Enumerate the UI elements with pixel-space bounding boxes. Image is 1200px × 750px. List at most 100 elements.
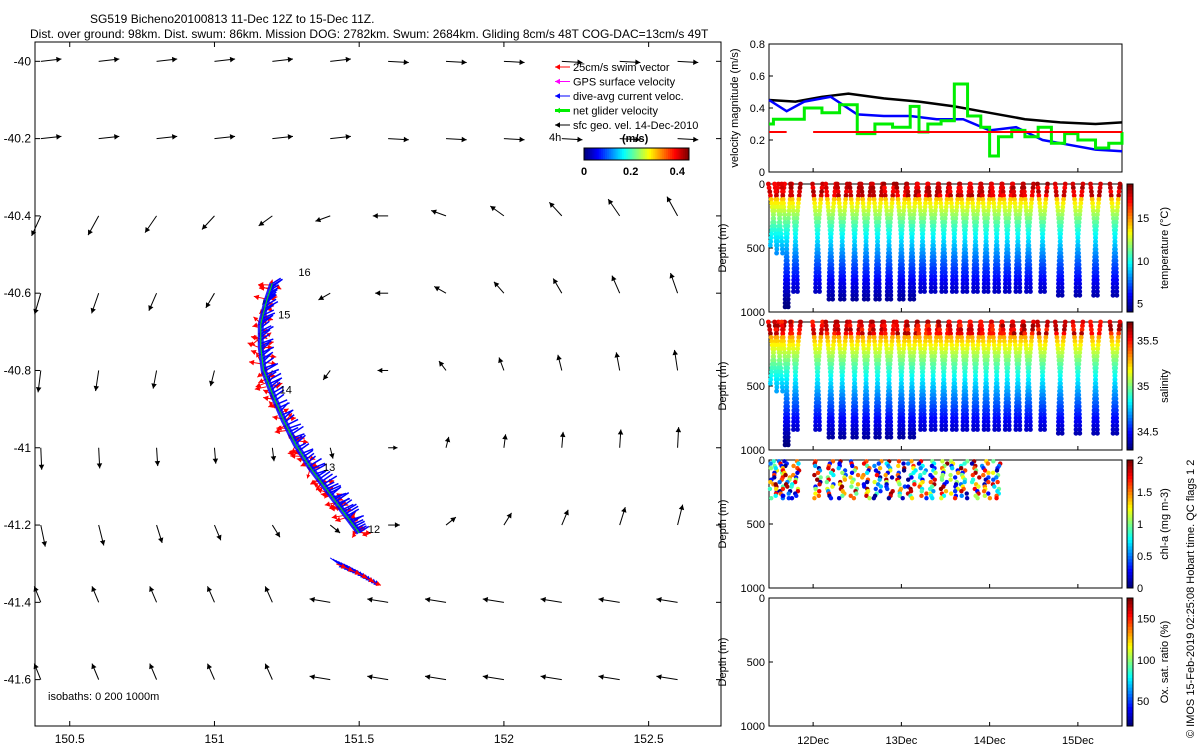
salinity-data-point [941,377,947,382]
salinity-data-point [1003,354,1009,359]
salinity-data-point [936,319,942,325]
salinity-colorbar-swatch [1127,443,1133,448]
temperature-data-point [904,185,910,191]
salinity-data-point [789,331,795,336]
salinity-data-point [985,419,991,425]
salinity-data-point [994,384,1000,390]
salinity-data-point [886,377,892,382]
temperature-data-point [984,258,990,264]
temperature-data-point [1027,258,1033,264]
temperature-data-point [1114,289,1120,294]
salinity-data-point [918,427,923,432]
temperature-data-point [1110,216,1116,221]
salinity-data-point [1003,350,1008,356]
salinity-colorbar-swatch [1127,344,1133,349]
salinity-colorbar-swatch [1127,446,1133,451]
oxygen-colorbar-tick: 50 [1137,696,1149,708]
salinity-data-point [1052,319,1058,325]
chla-data-point [871,495,877,501]
geo-velocity-arrow-head [334,527,341,533]
salinity-data-point [1111,361,1117,367]
salinity-data-point [931,396,937,402]
salinity-data-point [865,427,871,432]
geo-velocity-arrow-head [450,517,456,523]
chla-data-point [860,475,865,480]
chla-colorbar-swatch [1127,492,1133,496]
salinity-data-point [830,427,835,432]
salinity-data-point [981,423,987,429]
temperature-data-point [950,273,956,279]
salinity-data-point [931,392,937,398]
colorbar-tick-label: 0.2 [623,166,638,178]
temperature-data-point [916,193,922,198]
salinity-data-point [792,369,798,375]
temperature-data-point [1061,196,1066,202]
salinity-data-point [853,400,859,406]
salinity-data-point [772,319,777,325]
geo-velocity-arrow-head [498,357,504,364]
temperature-data-point [1098,181,1103,187]
temperature-colorbar-swatch [1127,254,1133,259]
salinity-data-point [876,423,882,429]
temperature-data-point [830,212,836,218]
salinity-data-point [840,396,846,402]
colorbar-swatch [619,148,623,160]
salinity-data-point [897,358,903,363]
salinity-data-point [812,342,818,348]
temperature-data-point [1055,208,1061,214]
temperature-data-point [1004,227,1010,233]
temperature-data-point [957,185,963,191]
temperature-data-point [1095,292,1100,298]
salinity-data-point [1038,419,1044,425]
temperature-data-point [874,235,880,241]
temperature-data-point [824,193,830,198]
temperature-data-point [985,262,990,268]
salinity-data-point [1040,384,1046,390]
salinity-data-point [970,346,976,352]
salinity-data-point [1093,377,1099,382]
salinity-data-point [795,342,801,348]
salinity-data-point [888,427,894,432]
temperature-data-point [904,181,910,187]
salinity-data-point [876,415,882,421]
salinity-data-point [971,354,977,359]
temperature-data-point [990,196,996,202]
geo-velocity-arrow-head [91,586,97,592]
temperature-data-point [974,266,980,271]
salinity-data-point [853,423,859,429]
salinity-data-point [847,319,853,325]
temperature-data-point [941,235,947,241]
temperature-data-point [963,246,968,252]
temperature-data-point [936,181,942,187]
temperature-data-point [964,273,970,279]
temperature-data-point [1040,243,1046,248]
chla-colorbar-swatch [1127,517,1133,522]
temperature-data-point [785,266,790,271]
temperature-data-point [769,200,775,206]
temperature-data-point [888,212,894,218]
salinity-data-point [918,358,924,363]
temperature-data-point [983,239,989,245]
salinity-data-point [873,430,879,436]
chla-data-point [994,495,999,501]
salinity-data-point [1002,423,1008,429]
salinity-data-point [841,415,847,421]
salinity-data-point [769,365,775,371]
salinity-data-point [1008,334,1013,340]
swim-vector-head [354,569,361,575]
salinity-data-point [984,384,990,390]
chla-colorbar-swatch [1127,508,1133,512]
salinity-data-point [816,415,822,421]
temperature-data-point [780,196,786,202]
temperature-data-point [1113,258,1119,264]
temperature-data-point [918,285,923,291]
salinity-data-point [1112,373,1118,379]
temperature-data-point [870,185,876,191]
temperature-data-point [1004,223,1009,229]
salinity-data-point [775,342,781,348]
salinity-data-point [911,427,917,432]
salinity-data-point [816,400,822,406]
temperature-data-point [910,269,916,275]
temperature-colorbar-swatch [1127,251,1133,255]
colorbar-swatch [670,148,673,160]
